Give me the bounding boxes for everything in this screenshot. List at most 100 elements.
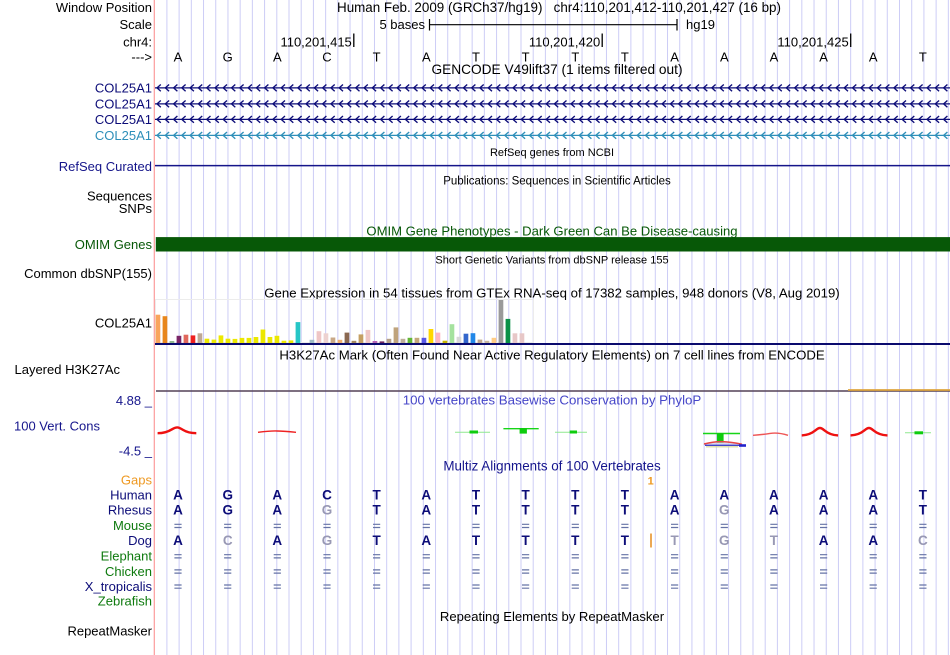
svg-text:5 bases: 5 bases [379, 17, 425, 32]
svg-text:A: A [719, 488, 729, 503]
svg-text:T: T [919, 503, 928, 518]
svg-text:T: T [372, 503, 381, 518]
svg-text:T: T [571, 50, 579, 65]
svg-text:A: A [868, 533, 878, 548]
svg-text:COL25A1: COL25A1 [95, 80, 152, 95]
svg-text:T: T [521, 488, 530, 503]
svg-text:T: T [521, 503, 530, 518]
svg-text:OMIM Gene Phenotypes - Dark Gr: OMIM Gene Phenotypes - Dark Green Can Be… [366, 224, 737, 239]
svg-text:Publications: Sequences in Sci: Publications: Sequences in Scientific Ar… [443, 176, 671, 188]
svg-text:A: A [770, 50, 779, 65]
svg-text:T: T [670, 533, 679, 548]
svg-text:1: 1 [648, 476, 654, 488]
svg-text:G: G [719, 503, 730, 518]
svg-text:A: A [421, 488, 431, 503]
svg-text:100 Vert. Cons: 100 Vert. Cons [14, 419, 100, 434]
svg-text:A: A [173, 503, 183, 518]
svg-text:COL25A1: COL25A1 [95, 128, 152, 143]
svg-text:Sequences: Sequences [87, 189, 153, 204]
svg-text:T: T [571, 488, 580, 503]
svg-text:A: A [819, 503, 829, 518]
svg-text:Gene Expression in 54 tissues: Gene Expression in 54 tissues from GTEx … [264, 286, 839, 301]
svg-text:T: T [770, 533, 779, 548]
svg-text:A: A [173, 488, 183, 503]
svg-text:G: G [222, 488, 233, 503]
svg-text:T: T [571, 503, 580, 518]
svg-text:T: T [621, 503, 630, 518]
svg-text:chr4:: chr4: [123, 35, 152, 50]
svg-text:A: A [670, 50, 679, 65]
svg-text:T: T [919, 488, 928, 503]
svg-text:A: A [869, 50, 878, 65]
svg-text:A: A [670, 488, 680, 503]
svg-text:A: A [819, 533, 829, 548]
svg-text:T: T [472, 533, 481, 548]
svg-text:T: T [621, 50, 629, 65]
svg-text:A: A [421, 503, 431, 518]
svg-text:A: A [670, 503, 680, 518]
svg-text:COL25A1: COL25A1 [95, 112, 152, 127]
svg-text:T: T [372, 488, 381, 503]
svg-text:A: A [868, 488, 878, 503]
svg-text:Window Position: Window Position [56, 0, 152, 15]
svg-text:OMIM Genes: OMIM Genes [75, 237, 153, 252]
svg-text:T: T [373, 50, 381, 65]
svg-text:Common dbSNP(155): Common dbSNP(155) [24, 266, 152, 281]
svg-text:T: T [919, 50, 927, 65]
svg-text:A: A [272, 488, 282, 503]
svg-text:C: C [322, 488, 332, 503]
svg-text:T: T [621, 533, 630, 548]
svg-text:A: A [273, 50, 282, 65]
svg-text:A: A [819, 50, 828, 65]
svg-text:A: A [272, 503, 282, 518]
svg-text:RepeatMasker: RepeatMasker [67, 624, 152, 639]
svg-text:Zebrafish: Zebrafish [98, 594, 152, 609]
svg-text:T: T [372, 533, 381, 548]
svg-text:A: A [819, 488, 829, 503]
svg-text:Multiz Alignments of 100 Verte: Multiz Alignments of 100 Vertebrates [443, 459, 661, 474]
svg-text:H3K27Ac Mark (Often Found Near: H3K27Ac Mark (Often Found Near Active Re… [279, 348, 825, 363]
svg-text:A: A [422, 50, 431, 65]
svg-text:Dog: Dog [128, 533, 152, 548]
svg-text:T: T [472, 50, 480, 65]
svg-text:A: A [868, 503, 878, 518]
svg-text:Gaps: Gaps [121, 473, 153, 488]
svg-text:A: A [272, 533, 282, 548]
svg-text:A: A [174, 50, 183, 65]
svg-text:G: G [223, 50, 233, 65]
svg-text:A: A [173, 533, 183, 548]
svg-text:Repeating Elements by RepeatMa: Repeating Elements by RepeatMasker [440, 609, 665, 624]
svg-text:Layered H3K27Ac: Layered H3K27Ac [14, 362, 120, 377]
svg-text:100 vertebrates Basewise Conse: 100 vertebrates Basewise Conservation by… [403, 393, 702, 408]
svg-text:RefSeq Curated: RefSeq Curated [59, 159, 152, 174]
svg-text:T: T [522, 50, 530, 65]
svg-text:A: A [769, 488, 779, 503]
svg-text:Mouse: Mouse [113, 518, 152, 533]
svg-text:Scale: Scale [119, 17, 152, 32]
svg-text:110,201,420: 110,201,420 [529, 35, 600, 50]
svg-text:T: T [521, 533, 530, 548]
svg-text:-4.5 _: -4.5 _ [119, 444, 153, 459]
svg-text:T: T [571, 533, 580, 548]
svg-text:GENCODE V49lift37 (1 items fil: GENCODE V49lift37 (1 items filtered out) [431, 62, 682, 77]
svg-text:110,201,415: 110,201,415 [280, 35, 351, 50]
svg-text:G: G [322, 503, 333, 518]
svg-text:A: A [769, 503, 779, 518]
svg-text:Human: Human [110, 488, 152, 503]
svg-text:Elephant: Elephant [101, 549, 153, 564]
svg-text:C: C [918, 533, 928, 548]
svg-text:COL25A1: COL25A1 [95, 96, 152, 111]
svg-text:T: T [472, 503, 481, 518]
svg-text:110,201,425: 110,201,425 [777, 35, 848, 50]
svg-text:COL25A1: COL25A1 [95, 316, 152, 331]
svg-text:--->: ---> [131, 50, 152, 65]
svg-text:X_tropicalis: X_tropicalis [85, 579, 153, 594]
svg-text:C: C [223, 533, 233, 548]
svg-text:G: G [222, 503, 233, 518]
svg-text:C: C [322, 50, 331, 65]
svg-text:A: A [720, 50, 729, 65]
svg-text:A: A [421, 533, 431, 548]
svg-text:hg19: hg19 [686, 17, 715, 32]
svg-text:T: T [621, 488, 630, 503]
svg-text:Rhesus: Rhesus [108, 503, 153, 518]
